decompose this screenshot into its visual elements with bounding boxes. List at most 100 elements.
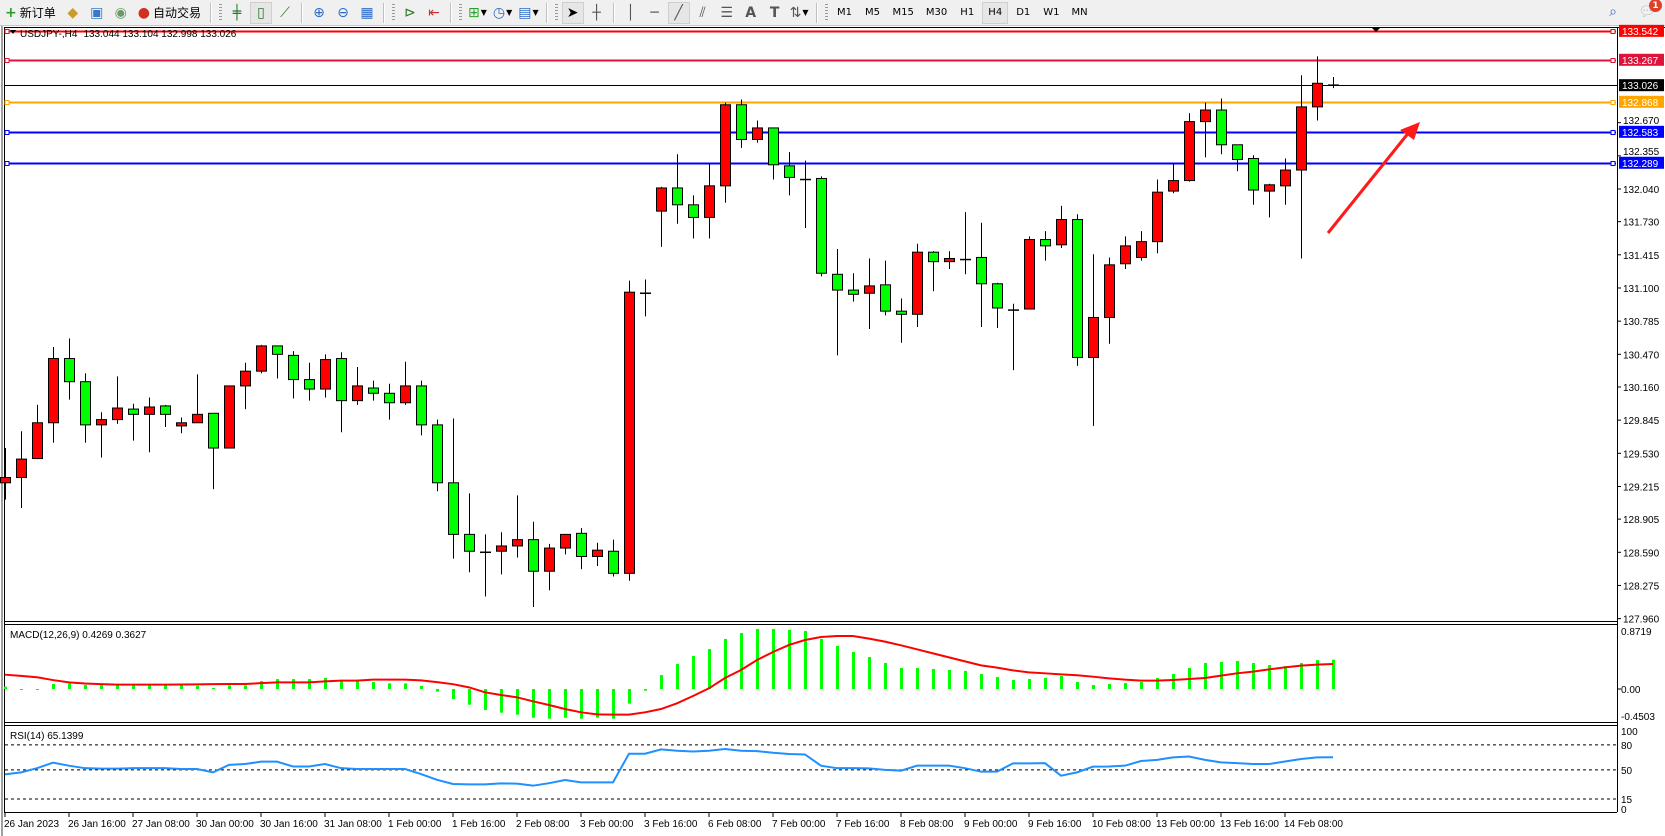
period-d1[interactable]: D1 — [1016, 7, 1031, 18]
candle-body — [880, 284, 891, 312]
time-tick-label: 8 Feb 08:00 — [900, 819, 954, 830]
candle — [1216, 98, 1227, 155]
macd-histogram-bar — [996, 677, 999, 689]
chevron-down-icon: ▼ — [480, 8, 487, 17]
toolbar-grip[interactable] — [824, 3, 828, 22]
period-h1[interactable]: H1 — [960, 7, 975, 18]
trend-arrow[interactable] — [1326, 122, 1420, 234]
period-m1[interactable]: M1 — [837, 7, 853, 18]
level-handle[interactable] — [1610, 29, 1616, 34]
level-handle[interactable] — [4, 130, 10, 135]
level-handle[interactable] — [1610, 100, 1616, 105]
period-m30[interactable]: M30 — [925, 7, 948, 18]
price-tick-label: 127.960 — [1623, 615, 1660, 626]
level-handle[interactable] — [1610, 161, 1616, 166]
horizontal-line-level[interactable] — [4, 161, 1616, 166]
signals-button[interactable]: ◉ — [110, 2, 132, 24]
auto-scroll-button[interactable]: ⊳ — [399, 2, 421, 24]
equidistant-channel-button[interactable]: ⫽ — [692, 2, 714, 24]
candle-body — [304, 379, 315, 390]
toolbar-grip[interactable] — [554, 3, 558, 22]
chart-shift-button[interactable]: ⇤ — [423, 2, 445, 24]
level-handle[interactable] — [4, 29, 10, 34]
macd-histogram-bar — [84, 685, 87, 689]
auto-trading-button[interactable]: ● 自动交易 — [134, 2, 205, 24]
auto-trading-icon: ● — [137, 4, 150, 21]
macd-histogram-bar — [420, 685, 423, 689]
candle-body — [112, 407, 123, 421]
fibonacci-icon: ☰ — [720, 4, 733, 21]
candle-body — [768, 127, 779, 166]
candlestick-button[interactable]: ▯ — [249, 1, 272, 24]
candle — [64, 338, 75, 400]
candle-body — [1216, 109, 1227, 146]
candle-body — [80, 381, 91, 426]
period-h4[interactable]: H4 — [982, 1, 1009, 24]
candle-body — [656, 187, 667, 212]
level-price-label: 132.868 — [1622, 98, 1659, 109]
arrows-button[interactable]: ⇅ ▼ — [788, 2, 811, 24]
templates-button[interactable]: ▤ ▼ — [516, 2, 540, 24]
candle — [432, 419, 443, 492]
crosshair-button[interactable]: ┼ — [586, 2, 608, 24]
period-m5[interactable]: M5 — [865, 7, 881, 18]
history-center-button[interactable]: ◆ — [62, 2, 84, 24]
toolbar-grip[interactable] — [458, 3, 462, 22]
notifications-button[interactable]: 💬︎ 1 — [1636, 0, 1662, 23]
horizontal-line-level[interactable] — [4, 29, 1616, 34]
text-label-button[interactable]: T — [764, 2, 786, 24]
fibonacci-button[interactable]: ☰ — [716, 2, 738, 24]
horizontal-line-level[interactable] — [4, 100, 1616, 105]
macd-histogram-bar — [404, 683, 407, 689]
time-tick-label: 13 Feb 00:00 — [1156, 819, 1215, 830]
level-handle[interactable] — [1610, 130, 1616, 135]
macd-histogram-bar — [1156, 677, 1159, 689]
chart-shift-marker-icon[interactable] — [1371, 27, 1381, 32]
level-handle[interactable] — [4, 58, 10, 63]
horizontal-line-level[interactable] — [4, 58, 1616, 63]
horizontal-line-level[interactable] — [4, 130, 1616, 135]
candle-body — [1312, 82, 1323, 108]
periodicity-button[interactable]: ◷ ▼ — [491, 2, 514, 24]
tile-windows-button[interactable]: ▦ — [356, 2, 378, 24]
candle — [1312, 56, 1323, 121]
macd-histogram-bar — [628, 689, 631, 704]
candle-body — [1040, 239, 1051, 247]
account-button[interactable]: ▣ — [86, 2, 108, 24]
new-order-button[interactable]: + 新订单 — [1, 2, 60, 24]
candle — [48, 346, 59, 443]
level-handle[interactable] — [4, 161, 10, 166]
macd-histogram-bar — [1268, 664, 1271, 689]
plus-icon: + — [5, 4, 17, 21]
period-w1[interactable]: W1 — [1043, 7, 1060, 18]
candle — [496, 532, 507, 575]
level-handle[interactable] — [1610, 58, 1616, 63]
candle-body — [288, 354, 299, 381]
candle — [320, 354, 331, 398]
horizontal-levels[interactable] — [4, 29, 1617, 166]
text-button[interactable]: A — [740, 2, 762, 24]
period-mn[interactable]: MN — [1071, 7, 1088, 18]
zoom-out-button[interactable]: ⊖ — [332, 2, 354, 24]
line-chart-button[interactable]: ⟋ — [274, 2, 296, 24]
bar-chart-button[interactable]: ╪ — [226, 2, 248, 24]
chart-menu-triangle-icon[interactable] — [10, 30, 16, 34]
candle — [1152, 179, 1163, 254]
candle — [752, 120, 763, 143]
vertical-line-button[interactable]: │ — [620, 2, 642, 24]
price-tick-label: 130.470 — [1623, 350, 1660, 361]
new-chart-button[interactable]: ⊞ ▼ — [466, 2, 489, 24]
cursor-button[interactable]: ➤ — [561, 1, 584, 24]
rsi-title: RSI(14) 65.1399 — [10, 731, 84, 742]
candle — [720, 102, 731, 203]
level-handle[interactable] — [4, 100, 10, 105]
horizontal-line-button[interactable]: ─ — [644, 2, 666, 24]
period-m15[interactable]: M15 — [892, 7, 914, 18]
search-button[interactable]: ⌕ — [1602, 1, 1624, 23]
trendline-button[interactable]: ╱ — [667, 1, 690, 24]
zoom-in-button[interactable]: ⊕ — [308, 2, 330, 24]
toolbar-grip[interactable] — [391, 3, 395, 22]
toolbar-grip[interactable] — [218, 3, 222, 22]
candle — [336, 352, 347, 433]
